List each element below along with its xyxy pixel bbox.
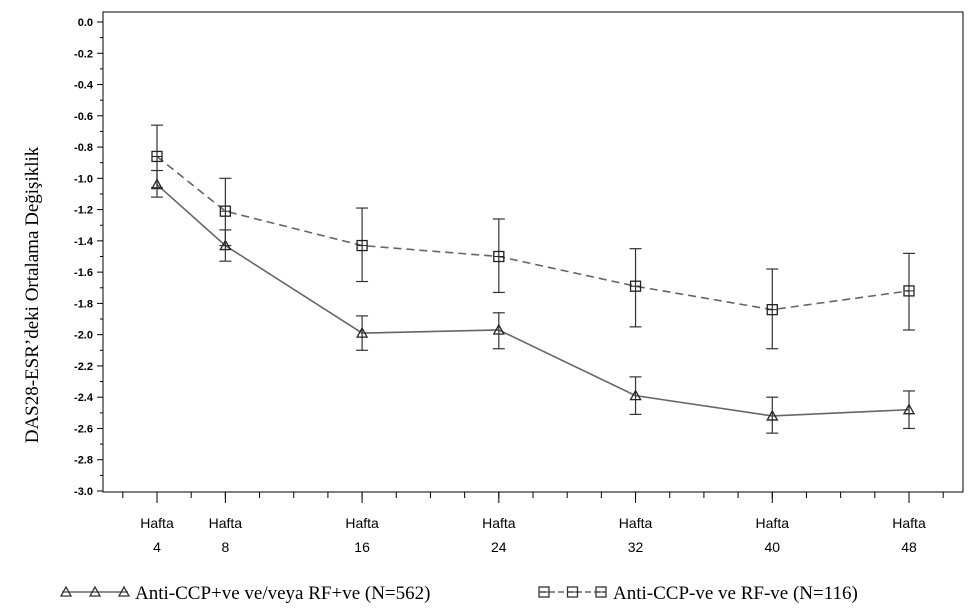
data-point <box>151 150 163 163</box>
series-line <box>156 155 910 311</box>
series-2 <box>151 124 915 350</box>
x-axis: Hafta 4 Hafta 8 Hafta 16 Hafta 24 Hafta 32 Hafta 40… <box>122 492 944 555</box>
y-tick-label: -0.2 <box>74 48 93 60</box>
y-tick-label: -2.2 <box>74 361 93 373</box>
legend: Anti-CCP+ve ve/veya RF+ve (N=562) Anti-CC… <box>59 583 858 604</box>
x-tick-label-top: Hafta <box>482 515 516 531</box>
x-tick-label-bottom: 40 <box>764 539 780 555</box>
data-point <box>219 205 232 217</box>
y-tick-label: -0.4 <box>74 80 94 92</box>
x-tick-label-bottom: 4 <box>153 539 161 555</box>
series-line <box>156 183 910 417</box>
legend-marker <box>117 585 131 597</box>
y-tick-label: -1.2 <box>74 205 93 217</box>
legend-marker <box>595 586 607 598</box>
y-tick-label: -2.8 <box>74 455 93 467</box>
data-point <box>493 250 505 263</box>
series-1 <box>150 169 916 434</box>
y-tick-label: -0.8 <box>74 142 93 154</box>
data-point <box>629 389 642 401</box>
y-tick-label: -1.6 <box>74 267 93 279</box>
data-point <box>355 326 369 338</box>
data-point <box>356 239 368 252</box>
series-layer <box>150 124 916 434</box>
y-tick-label: -1.8 <box>74 298 93 310</box>
data-point <box>766 409 779 421</box>
x-tick-label-top: Hafta <box>345 515 379 531</box>
data-point <box>766 304 778 316</box>
y-axis-title: DAS28-ESR’deki Ortalama Değişiklik <box>22 146 43 443</box>
y-tick-label: 0.0 <box>78 17 93 29</box>
x-tick-label-top: Hafta <box>140 515 174 531</box>
x-tick-label-top: Hafta <box>619 515 653 531</box>
y-tick-label: -2.4 <box>74 392 94 404</box>
y-axis: 0.0 -0.2 -0.4 -0.6 -0.8 -1.0 -1.2 -1.4 -1.6 -1.8 -… <box>74 17 103 498</box>
x-tick-label-bottom: 48 <box>901 539 917 555</box>
y-tick-label: -3.0 <box>74 486 93 498</box>
y-tick-label: -1.0 <box>74 173 93 185</box>
data-point <box>629 280 642 292</box>
data-point <box>150 178 164 190</box>
data-point <box>903 285 915 297</box>
legend-label: Anti-CCP-ve ve RF-ve (N=116) <box>613 583 858 604</box>
plot-frame <box>102 11 964 493</box>
legend-label: Anti-CCP+ve ve/veya RF+ve (N=562) <box>135 583 430 604</box>
legend-marker <box>538 586 550 598</box>
y-tick-label: -1.4 <box>74 236 94 248</box>
x-tick-label-top: Hafta <box>209 515 243 531</box>
y-tick-label: -0.6 <box>74 111 93 123</box>
legend-item-2: Anti-CCP-ve ve RF-ve (N=116) <box>538 583 858 604</box>
x-tick-label-bottom: 32 <box>628 539 644 555</box>
x-tick-label-bottom: 24 <box>491 539 507 555</box>
x-tick-label-bottom: 16 <box>354 539 370 555</box>
y-tick-label: -2.0 <box>74 330 93 342</box>
x-tick-label-top: Hafta <box>892 515 926 531</box>
legend-marker <box>88 585 102 597</box>
legend-marker <box>59 585 73 597</box>
legend-item-1: Anti-CCP+ve ve/veya RF+ve (N=562) <box>59 583 430 604</box>
x-tick-label-bottom: 8 <box>221 539 229 555</box>
y-tick-label: -2.6 <box>74 423 93 435</box>
x-tick-label-top: Hafta <box>756 515 790 531</box>
data-point <box>492 323 505 335</box>
data-point <box>902 403 916 415</box>
legend-marker <box>566 586 579 598</box>
